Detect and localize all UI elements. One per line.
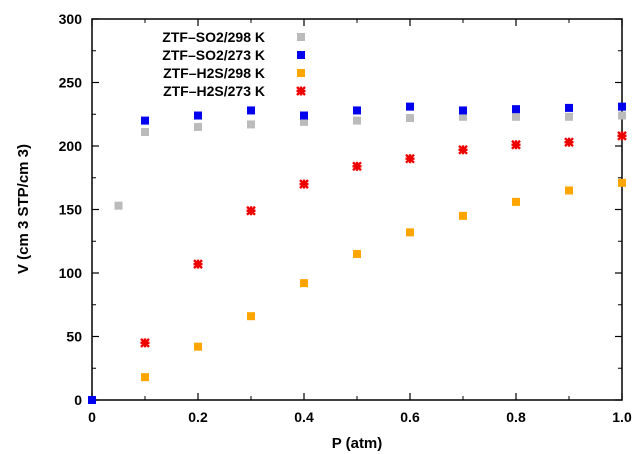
data-point <box>618 111 626 120</box>
x-tick-label: 0.2 <box>188 409 208 425</box>
data-point <box>512 197 520 206</box>
data-point <box>114 201 123 210</box>
data-point <box>353 116 361 125</box>
data-point <box>352 161 362 172</box>
data-point <box>406 102 414 111</box>
y-tick-label: 200 <box>59 138 83 154</box>
data-point <box>194 111 202 120</box>
y-axis-title: V (cm 3 STP/cm 3) <box>15 144 32 274</box>
data-point <box>512 105 520 114</box>
series-3 <box>140 130 627 348</box>
data-point <box>194 122 202 131</box>
data-point <box>247 120 255 129</box>
legend-marker <box>297 33 305 41</box>
data-point <box>141 373 149 382</box>
data-point <box>194 342 202 351</box>
data-point <box>353 106 361 115</box>
x-axis-title: P (atm) <box>332 435 383 452</box>
legend-marker <box>297 69 305 77</box>
data-point <box>618 178 626 187</box>
x-tick-label: 0.8 <box>506 409 526 425</box>
data-point <box>405 153 415 164</box>
y-tick-label: 100 <box>59 265 83 281</box>
data-point <box>88 396 96 404</box>
legend-label: ZTF–H2S/298 K <box>163 65 265 81</box>
data-point <box>247 312 255 321</box>
data-point <box>459 211 467 220</box>
data-point <box>618 102 626 111</box>
legend-label: ZTF–H2S/273 K <box>163 83 265 99</box>
series-1 <box>88 102 626 404</box>
data-point <box>299 179 309 189</box>
data-points <box>88 102 627 404</box>
data-point <box>141 128 149 137</box>
y-tick-label: 50 <box>66 329 82 345</box>
data-point <box>193 259 203 269</box>
data-point <box>141 116 149 125</box>
legend: ZTF–SO2/298 K ZTF–SO2/273 K ZTF–H2S/298 K Z… <box>162 29 306 99</box>
legend-marker <box>297 51 305 59</box>
data-point <box>406 114 414 123</box>
data-point <box>459 112 467 121</box>
y-tick-label: 250 <box>59 75 83 91</box>
data-point <box>300 111 308 120</box>
data-point <box>564 137 574 148</box>
legend-marker <box>296 86 306 96</box>
legend-label: ZTF–SO2/298 K <box>162 29 265 45</box>
legend-label: ZTF–SO2/273 K <box>162 47 265 63</box>
data-point <box>246 205 256 216</box>
data-point <box>565 112 573 121</box>
y-tick-label: 0 <box>74 392 82 408</box>
data-point <box>617 130 627 141</box>
x-tick-label: 0.6 <box>400 409 420 425</box>
data-point <box>353 249 361 258</box>
y-tick-label: 300 <box>59 11 83 27</box>
tick-labels: 0 0.2 0.4 0.6 0.8 1.0 0 50 100 150 200 250 300 <box>59 11 632 425</box>
data-point <box>406 228 414 237</box>
data-point <box>512 112 520 121</box>
y-tick-label: 150 <box>59 202 83 218</box>
data-point <box>565 103 573 112</box>
x-tick-label: 0 <box>88 409 96 425</box>
data-point <box>458 144 468 155</box>
data-point <box>459 106 467 115</box>
axis-ticks <box>91 18 623 401</box>
series-2 <box>141 178 626 382</box>
x-tick-label: 1.0 <box>612 409 632 425</box>
data-point <box>247 106 255 115</box>
data-point <box>140 338 150 348</box>
data-point <box>300 279 308 288</box>
data-point <box>300 117 308 126</box>
data-point <box>565 186 573 195</box>
data-point <box>511 139 521 150</box>
x-tick-label: 0.4 <box>294 409 314 425</box>
